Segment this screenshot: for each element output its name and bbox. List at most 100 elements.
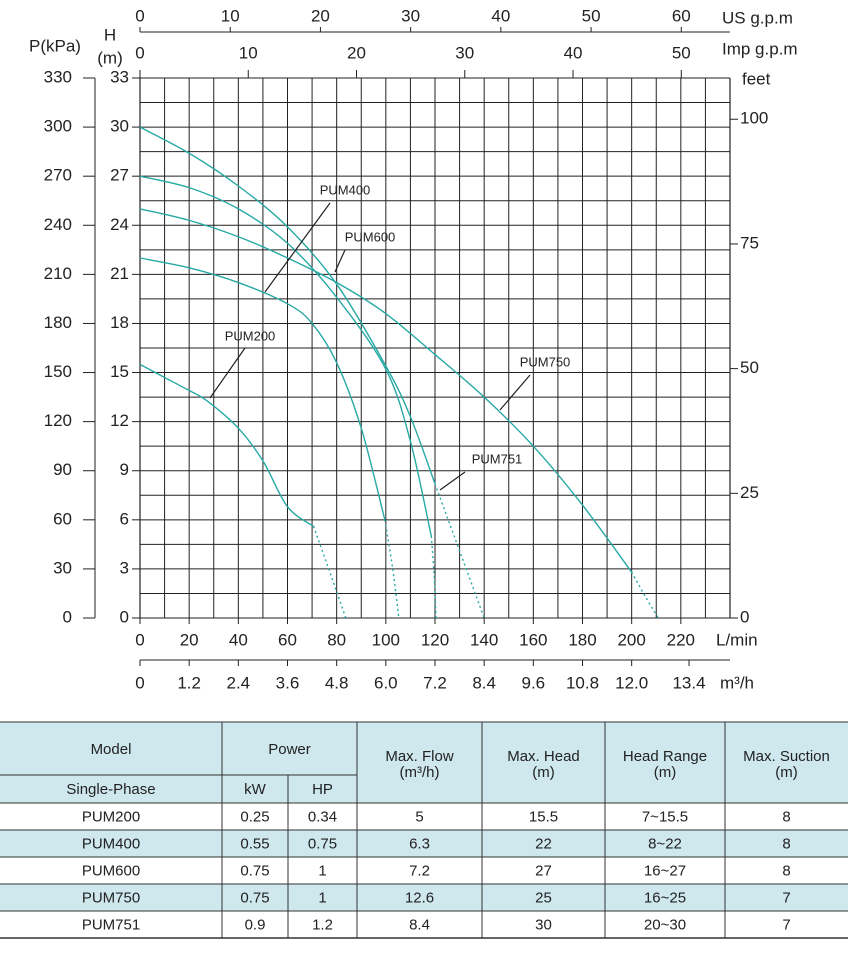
table-cell: 0.75 bbox=[240, 862, 269, 879]
table-cell: 27 bbox=[535, 862, 552, 879]
table-cell: 1.2 bbox=[312, 916, 333, 933]
table-row-bg bbox=[0, 830, 848, 857]
h-axis-unit: (m) bbox=[97, 48, 122, 67]
m3h-axis-label: m³/h bbox=[720, 673, 754, 692]
m3h-tick-label: 3.6 bbox=[276, 673, 300, 692]
p-tick-label: 300 bbox=[44, 117, 72, 136]
leader-line bbox=[499, 374, 531, 411]
table-cell: 0.9 bbox=[245, 916, 266, 933]
table-cell: 22 bbox=[535, 835, 552, 852]
table-cell: PUM400 bbox=[82, 835, 140, 852]
pump-curve bbox=[139, 363, 314, 527]
table-header: Model bbox=[91, 741, 132, 758]
y-tick-label: 21 bbox=[110, 264, 129, 283]
us-axis-label: US g.p.m bbox=[722, 8, 793, 27]
x-tick-label: 20 bbox=[180, 630, 199, 649]
x-tick-label: 80 bbox=[327, 630, 346, 649]
table-cell: 5 bbox=[415, 808, 423, 825]
x-tick-label: 60 bbox=[278, 630, 297, 649]
table-cell: 25 bbox=[535, 889, 552, 906]
p-tick-label: 330 bbox=[44, 67, 72, 86]
table-cell: 7 bbox=[782, 889, 790, 906]
p-tick-label: 60 bbox=[53, 509, 72, 528]
imp-tick-label: 40 bbox=[564, 43, 583, 62]
m3h-tick-label: 12.0 bbox=[615, 673, 648, 692]
y2-tick-label: 75 bbox=[740, 233, 759, 252]
x-tick-label: 120 bbox=[421, 630, 449, 649]
y-tick-label: 18 bbox=[110, 313, 129, 332]
y-tick-label: 12 bbox=[110, 411, 129, 430]
table-cell: 8.4 bbox=[409, 916, 430, 933]
pump-curve bbox=[139, 175, 432, 537]
p-axis-label: P(kPa) bbox=[29, 36, 81, 55]
x-tick-label: 200 bbox=[617, 630, 645, 649]
table-cell: PUM600 bbox=[82, 862, 140, 879]
pump-curve-dotted bbox=[384, 519, 400, 619]
us-tick-label: 30 bbox=[401, 6, 420, 25]
us-tick-label: 0 bbox=[135, 6, 144, 25]
m3h-tick-label: 7.2 bbox=[423, 673, 447, 692]
imp-tick-label: 0 bbox=[135, 43, 144, 62]
table-cell: 7 bbox=[782, 916, 790, 933]
y-tick-label: 33 bbox=[110, 67, 129, 86]
feet-axis-label: feet bbox=[742, 69, 771, 88]
p-tick-label: 210 bbox=[44, 264, 72, 283]
us-tick-label: 10 bbox=[221, 6, 240, 25]
table-cell: 0.75 bbox=[240, 889, 269, 906]
y-tick-label: 27 bbox=[110, 166, 129, 185]
table-header: (m) bbox=[654, 764, 677, 781]
p-tick-label: 0 bbox=[63, 607, 72, 626]
table-cell: 1 bbox=[318, 889, 326, 906]
table-cell: 8 bbox=[782, 808, 790, 825]
table-cell: PUM751 bbox=[82, 916, 140, 933]
pump-curve-dotted bbox=[312, 526, 347, 619]
table-cell: 6.3 bbox=[409, 835, 430, 852]
y-tick-label: 9 bbox=[120, 460, 129, 479]
pump-curve bbox=[139, 208, 633, 573]
x-axis-label: L/min bbox=[716, 630, 758, 649]
table-header-bg bbox=[0, 722, 848, 803]
p-tick-label: 30 bbox=[53, 558, 72, 577]
y-tick-label: 6 bbox=[120, 509, 129, 528]
m3h-tick-label: 2.4 bbox=[227, 673, 251, 692]
x-tick-label: 220 bbox=[667, 630, 695, 649]
table-cell: 0.55 bbox=[240, 835, 269, 852]
table-cell: 20~30 bbox=[644, 916, 686, 933]
pump-curve-dotted bbox=[430, 536, 437, 619]
us-tick-label: 40 bbox=[491, 6, 510, 25]
table-cell: 0.75 bbox=[308, 835, 337, 852]
h-axis-label: H bbox=[104, 25, 116, 44]
table-cell: 7~15.5 bbox=[642, 808, 688, 825]
curve-label: PUM600 bbox=[345, 229, 396, 244]
imp-tick-label: 10 bbox=[239, 43, 258, 62]
table-header: Max. Suction bbox=[743, 748, 830, 765]
table-header: Single-Phase bbox=[66, 781, 155, 798]
imp-tick-label: 50 bbox=[672, 43, 691, 62]
table-header: (m) bbox=[775, 764, 798, 781]
table-header: Max. Head bbox=[507, 748, 580, 765]
m3h-tick-label: 4.8 bbox=[325, 673, 349, 692]
m3h-tick-label: 10.8 bbox=[566, 673, 599, 692]
leader-line bbox=[334, 249, 346, 273]
x-tick-label: 140 bbox=[470, 630, 498, 649]
table-row-bg bbox=[0, 884, 848, 911]
us-tick-label: 20 bbox=[311, 6, 330, 25]
table-cell: 15.5 bbox=[529, 808, 558, 825]
x-tick-label: 0 bbox=[135, 630, 144, 649]
y-tick-label: 24 bbox=[110, 215, 129, 234]
us-tick-label: 60 bbox=[672, 6, 691, 25]
imp-axis-label: Imp g.p.m bbox=[722, 39, 798, 58]
y2-tick-label: 25 bbox=[740, 483, 759, 502]
pump-curve-dotted bbox=[434, 483, 485, 619]
pump-curve bbox=[139, 257, 386, 520]
m3h-tick-label: 1.2 bbox=[177, 673, 201, 692]
table-cell: 8~22 bbox=[648, 835, 682, 852]
table-header: Head Range bbox=[623, 748, 707, 765]
p-tick-label: 270 bbox=[44, 166, 72, 185]
p-tick-label: 180 bbox=[44, 313, 72, 332]
table-header: (m) bbox=[532, 764, 555, 781]
x-tick-label: 40 bbox=[229, 630, 248, 649]
pump-curve bbox=[139, 126, 436, 485]
